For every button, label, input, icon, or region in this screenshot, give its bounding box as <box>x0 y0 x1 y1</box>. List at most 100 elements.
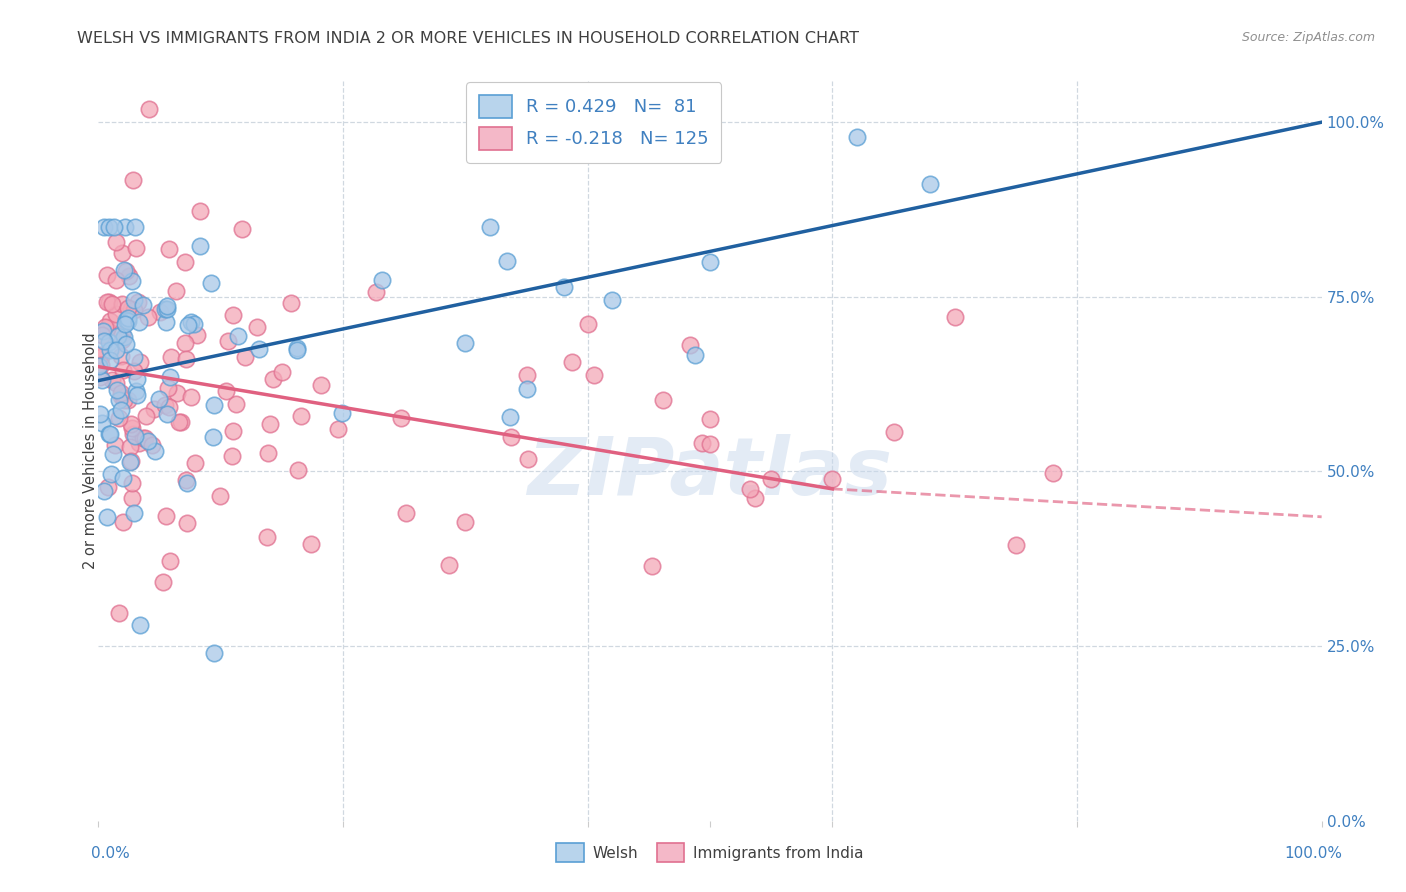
Point <box>141 438 163 452</box>
Point <box>176 516 198 530</box>
Point <box>112 392 135 407</box>
Point <box>114 219 136 234</box>
Point <box>89 348 111 362</box>
Point <box>107 329 129 343</box>
Point <box>105 343 128 358</box>
Point <box>129 355 152 369</box>
Point <box>1004 538 1026 552</box>
Point <box>101 296 124 310</box>
Point <box>105 376 128 391</box>
Point <box>222 308 245 322</box>
Point <box>515 368 537 383</box>
Point <box>98 343 121 358</box>
Point <box>118 268 141 283</box>
Point <box>287 342 309 356</box>
Point <box>683 348 706 362</box>
Point <box>111 245 134 260</box>
Point <box>159 350 181 364</box>
Point <box>262 372 284 386</box>
Point <box>124 219 146 234</box>
Point <box>121 491 143 506</box>
Point <box>188 239 211 253</box>
Point <box>174 352 197 367</box>
Point <box>111 326 134 341</box>
Text: WELSH VS IMMIGRANTS FROM INDIA 2 OR MORE VEHICLES IN HOUSEHOLD CORRELATION CHART: WELSH VS IMMIGRANTS FROM INDIA 2 OR MORE… <box>77 31 859 46</box>
Point <box>120 417 142 431</box>
Point <box>112 330 135 344</box>
Point <box>149 305 172 319</box>
Point <box>200 276 222 290</box>
Point <box>120 454 142 468</box>
Point <box>107 410 129 425</box>
Point <box>156 301 179 316</box>
Point <box>225 397 247 411</box>
Point <box>180 390 202 404</box>
Point <box>100 467 122 482</box>
Point <box>136 310 159 324</box>
Point <box>454 336 477 351</box>
Point <box>498 409 520 424</box>
Point <box>280 295 302 310</box>
Point <box>98 314 121 328</box>
Point <box>100 427 122 442</box>
Text: 0.0%: 0.0% <box>91 847 131 861</box>
Point <box>202 398 225 412</box>
Point <box>111 297 134 311</box>
Point <box>98 353 121 368</box>
Point <box>93 334 115 348</box>
Point <box>679 338 702 352</box>
Point <box>108 393 131 408</box>
Point <box>845 130 868 145</box>
Point <box>111 362 134 376</box>
Point <box>233 350 256 364</box>
Point <box>153 398 176 412</box>
Point <box>180 315 202 329</box>
Point <box>202 646 225 660</box>
Point <box>117 392 139 407</box>
Point <box>104 409 127 423</box>
Point <box>176 475 198 490</box>
Point <box>247 342 270 356</box>
Point <box>176 473 198 487</box>
Point <box>231 222 253 236</box>
Point <box>115 264 138 278</box>
Point <box>122 303 145 318</box>
Point <box>600 293 623 307</box>
Point <box>156 407 179 421</box>
Point <box>309 378 332 392</box>
Point <box>651 393 673 408</box>
Point <box>110 403 132 417</box>
Point <box>96 510 118 524</box>
Point <box>166 386 188 401</box>
Point <box>108 606 131 620</box>
Point <box>117 314 139 328</box>
Point <box>155 315 177 329</box>
Point <box>152 575 174 590</box>
Point <box>97 294 120 309</box>
Point <box>110 385 132 400</box>
Point <box>184 456 207 470</box>
Point <box>371 273 394 287</box>
Point <box>299 537 322 551</box>
Point <box>761 472 783 486</box>
Point <box>118 441 141 455</box>
Point <box>96 268 118 282</box>
Point <box>121 476 143 491</box>
Point <box>389 410 412 425</box>
Point <box>290 409 312 423</box>
Point <box>515 382 537 396</box>
Point <box>128 618 150 632</box>
Point <box>576 317 599 331</box>
Point <box>89 370 111 384</box>
Point <box>91 324 114 338</box>
Point <box>138 102 160 116</box>
Point <box>920 177 942 191</box>
Point <box>821 472 844 486</box>
Point <box>155 509 177 524</box>
Point <box>121 274 143 288</box>
Point <box>496 254 519 268</box>
Point <box>127 371 149 385</box>
Legend: Welsh, Immigrants from India: Welsh, Immigrants from India <box>550 837 870 869</box>
Point <box>553 280 575 294</box>
Point <box>256 446 278 460</box>
